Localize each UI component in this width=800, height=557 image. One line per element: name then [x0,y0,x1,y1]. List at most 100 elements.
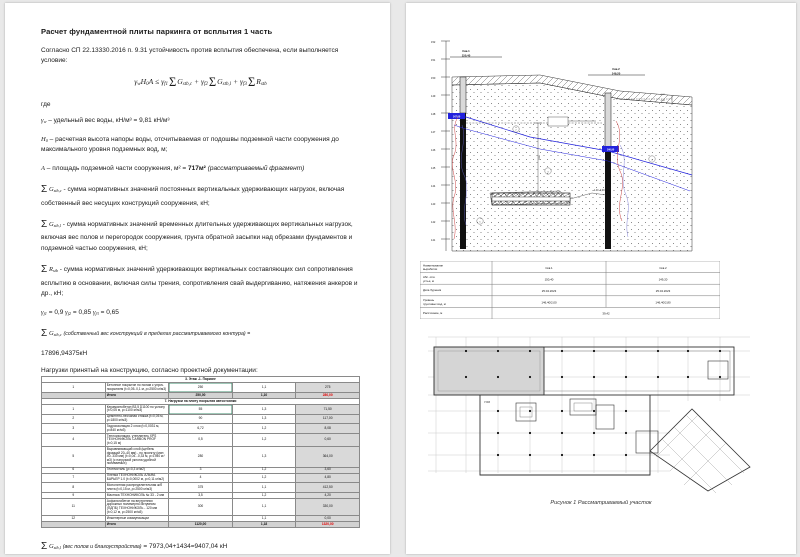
svg-text:149,20: 149,20 [612,72,621,76]
geological-cross-section-drawing: 152 151 150 149 148 147 146 145 144 143 … [420,25,720,253]
row-value-factor: 1,3 [231,413,297,425]
svg-text:Наименование: Наименование [423,263,443,267]
svg-text:144: 144 [431,184,436,188]
total-design: 1320,00 [295,520,360,528]
row-number: 5 [41,446,106,468]
svg-text:-1,40: -1,40 [660,100,666,102]
definition-gstbl: Σ Gstb,l - сумма нормативных значений вр… [41,219,353,252]
row-value-design: 117,00 [295,413,360,425]
row-description: Цементно-песчаная стяжка (t=0,05 м, ρ=18… [104,413,170,425]
cpt-curve-right [615,120,623,222]
intro-paragraph: Согласно СП 22.13330.2016 п. 9.31 устойч… [41,46,339,65]
dimension-lines [466,95,673,200]
gstbl-value: = 7973,04+1434=9407,04 кН [143,542,228,550]
page-title: Расчет фундаментной плиты паркинга от вс… [41,27,273,36]
slab-layer [491,196,571,202]
table-total-row: Итого 1120,00 1,18 1320,00 [41,520,360,528]
svg-text:146,90: 146,90 [607,149,615,152]
table-row: 8 Монолитная распределительная ж/б плита… [41,482,360,493]
row-value-normative: 55 [168,404,233,415]
soil-layer-ids: 2 3 4 5 [476,125,656,225]
definition-h0: H0 – расчетная высота напоры воды, отсчи… [41,135,360,156]
row-description: Бетонное покрытие по полам с упроч. покр… [104,382,170,393]
row-value-design: 0,60 [295,432,360,448]
figure-caption: Рисунок 1 Рассматриваемый участок [550,500,652,506]
gstbc-note: (собственный вес конструкций в пределах … [63,331,251,338]
row-value-factor: 1,2 [231,472,297,484]
row-value-normative: 300 [168,497,233,516]
row-number: 7 [41,472,106,484]
svg-text:145: 145 [431,166,436,170]
svg-text:39,42: 39,42 [602,312,610,316]
row-value-factor: 1,1 [231,382,297,393]
svg-text:150: 150 [431,76,436,80]
row-value-design: 4,20 [295,491,360,499]
svg-text:Расстояние, м: Расстояние, м [423,311,442,315]
table-section-header: 7. Нагрузки на плиту покрытия автостоянк… [41,397,360,406]
stability-formula: γwH0A ≤ γf1ΣGstb,c + γf2ΣGstb,l + γf3ΣRs… [134,74,267,89]
definition-area-text: – площадь подземной части сооружения, м²… [44,164,189,172]
row-number: 1 [41,382,106,393]
section-header-label: 7. Нагрузки на плиту покрытия автостоянк… [41,397,360,406]
table-row: 3 Гидроизоляция 2 слоя (t=0,0031 м, ρ=84… [41,423,360,434]
gamma-coefficients: γf1 = 0,9 γf2 = 0,85 γf3 = 0,65 [41,308,119,316]
svg-text:5: 5 [479,221,481,223]
table-row: 9 Мастика ТЕХНОНИКОЛЬ № 33 - 2 мм 3,5 1,… [41,491,360,499]
svg-text:УЗМ: УЗМ [484,400,491,404]
svg-text:выработки: выработки [423,267,438,271]
symbol-rstb: Rstb [49,266,58,274]
loads-table-body: 3. Этаж -1. Паркинг 1 Бетонное покрытие … [41,376,360,528]
definition-gstbc-text: - сумма нормативных значений постоянных … [41,186,345,207]
loads-table-caption: Нагрузки принятый на конструкцию, соглас… [41,367,258,375]
row-value-design: 3,60 [295,466,360,474]
row-value-normative: 0,5 [168,432,233,448]
row-description: Пленка ТЕХНОНИКОЛЬ АЛЬФА БАРЬЕР 1.0 (t=0… [104,472,170,484]
borehole-2: Скв.2 149,20 [588,67,645,249]
water-level-label-2: 146,90 [602,146,619,152]
table-row: 2 Цементно-песчаная стяжка (t=0,05 м, ρ=… [41,413,360,425]
row-number: 11 [41,497,106,516]
area-note: (рассматриваемый фрагмент) [205,164,305,172]
svg-text:146: 146 [431,148,436,152]
row-number: 4 [41,432,106,448]
svg-text:Скв.1: Скв.1 [545,266,553,270]
row-value-factor: 1,1 [231,482,297,493]
row-description: Керамзитобетон В3,5 D1100 по уклону (t=0… [104,404,170,415]
row-description: Монолитная распределительная ж/б плита (… [104,482,170,493]
row-value-design: 71,50 [295,404,360,415]
gstbc-value: 17896,94375кН [41,350,88,358]
svg-text:141: 141 [431,238,436,242]
svg-text:-0,00: -0,00 [660,94,666,96]
row-value-design: 8,08 [295,423,360,434]
svg-text:устья, м: устья, м [423,279,434,283]
definition-gstbc: Σ Gstb,c - сумма нормативных значений по… [41,184,345,207]
svg-text:Скв.1: Скв.1 [462,49,470,53]
svg-text:Уровень: Уровень [423,298,435,302]
diagonal-grid [655,414,745,493]
water-table-secondary [453,124,691,192]
row-value-design: 364,00 [295,446,360,468]
svg-text:146,40/2,80: 146,40/2,80 [655,301,671,305]
symbol-a: A [41,164,45,172]
symbol-gstbl: Gstb,l [49,221,61,229]
definition-rstb: Σ Rstb - сумма нормативных значений удер… [41,264,358,298]
row-description: Выравнивающий слой (щебень фракций 20–40… [104,446,170,468]
row-value-design: 275 [295,382,360,393]
symbol-gamma-w: γw [41,117,47,125]
row-value-factor: 1,3 [231,446,297,468]
considered-fragment [433,346,545,396]
table-row: 7 Пленка ТЕХНОНИКОЛЬ АЛЬФА БАРЬЕР 1.0 (t… [41,472,360,484]
svg-text:149: 149 [431,94,436,98]
svg-text:147: 147 [431,130,436,134]
definition-area: A – площадь подземной части сооружения, … [41,164,360,175]
svg-text:149,20: 149,20 [659,278,668,282]
total-factor: 1,18 [231,520,297,528]
loads-table: 3. Этаж -1. Паркинг 1 Бетонное покрытие … [41,376,360,528]
svg-text:2: 2 [515,129,517,131]
row-value-design: 4,80 [295,472,360,484]
svg-text:143: 143 [431,202,436,206]
row-value-factor: 1,2 [231,432,297,448]
symbol-h0: H0 [41,135,48,143]
row-number: 8 [41,482,106,493]
